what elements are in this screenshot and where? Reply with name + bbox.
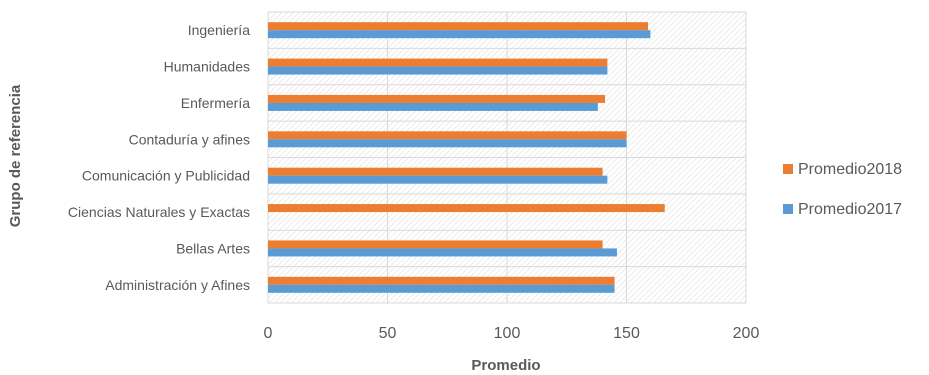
category-label: Ingeniería [188,22,250,38]
x-tick-label: 150 [613,325,640,342]
bar-promedio2018 [268,276,615,285]
bar-promedio2018 [268,94,605,103]
x-tick-label: 200 [733,325,760,342]
category-label: Humanidades [164,59,250,75]
legend-swatch [783,204,793,214]
x-axis-title: Promedio [471,357,540,374]
x-tick-label: 50 [379,325,397,342]
bar-promedio2017 [268,175,608,184]
bar-promedio2018 [268,22,649,31]
category-label: Bellas Artes [176,240,250,256]
x-tick-label: 100 [494,325,521,342]
bar-promedio2017 [268,102,598,111]
bar-promedio2018 [268,240,603,249]
category-label: Comunicación y Publicidad [82,168,250,184]
bar-promedio2017 [268,139,627,148]
category-label: Enfermería [181,95,250,111]
bar-promedio2018 [268,58,608,67]
bar-promedio2018 [268,131,627,140]
bar-promedio2017 [268,248,617,257]
category-label: Contaduría y afines [129,131,250,147]
bar-promedio2018 [268,204,665,213]
y-axis-title: Grupo de referencia [7,84,24,227]
bar-promedio2017 [268,66,608,75]
legend-swatch [783,164,793,174]
bar-promedio2018 [268,167,603,176]
category-label: Ciencias Naturales y Exactas [68,204,250,220]
legend-label: Promedio2018 [798,161,902,178]
legend-label: Promedio2017 [798,201,902,218]
x-tick-label: 0 [264,325,273,342]
bar-promedio2017 [268,30,651,39]
category-label: Administración y Afines [105,277,250,293]
bar-promedio2017 [268,284,615,293]
